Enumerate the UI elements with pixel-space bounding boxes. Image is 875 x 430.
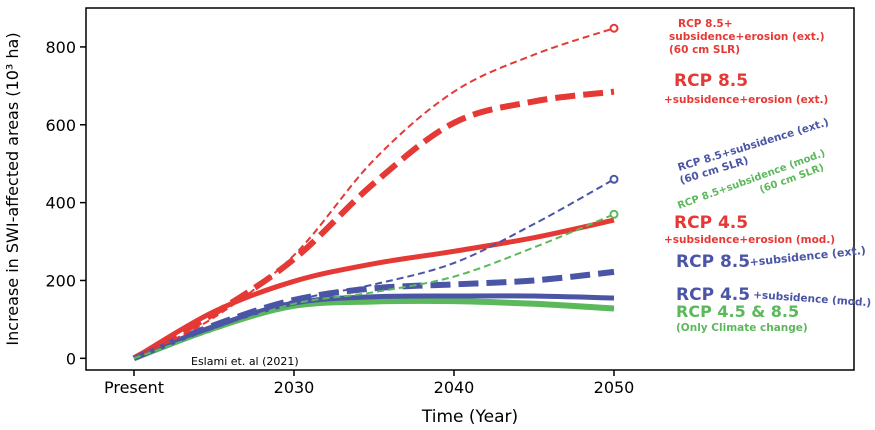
series-end-marker — [609, 23, 619, 33]
series-line-rcp45-sub — [133, 293, 615, 361]
label-line: RCP 4.5 — [676, 285, 750, 305]
y-tick-label: 400 — [45, 194, 76, 213]
source-annotation: Eslami et. al (2021) — [191, 355, 299, 368]
label-climate-only: RCP 4.5 & 8.5 (Only Climate change) — [676, 302, 808, 334]
series-end-marker — [609, 174, 619, 184]
x-axis-label: Time (Year) — [421, 407, 518, 427]
series-line-rcp85-sub-60cm — [133, 178, 615, 360]
label-line: +subsidence+erosion (mod.) — [664, 234, 835, 246]
label-rcp45-sub-ero: RCP 4.5 +subsidence+erosion (mod.) — [664, 213, 835, 246]
label-line: (60 cm SLR) — [669, 44, 740, 56]
label-line: RCP 8.5+ — [678, 18, 733, 30]
label-line: +subsidence+erosion (ext.) — [664, 94, 828, 106]
label-line: RCP 8.5 — [676, 252, 750, 272]
y-tick-label: 600 — [45, 116, 76, 135]
label-rcp85-sub-ero-60cm: RCP 8.5+ subsidence+erosion (ext.) (60 c… — [669, 18, 825, 56]
y-tick-label: 200 — [45, 271, 76, 290]
axes-layer: Present 2030 2040 2050 0 200 400 600 800 — [45, 38, 634, 397]
label-line: (Only Climate change) — [676, 322, 808, 334]
series-layer — [132, 23, 619, 362]
x-tick-label: 2030 — [274, 378, 315, 397]
label-rcp85-sub-ero: RCP 8.5 +subsidence+erosion (ext.) — [664, 71, 828, 106]
series-line-rcp45-sub-ero — [132, 217, 615, 361]
label-line: RCP 4.5 — [674, 213, 748, 233]
x-tick-label: 2040 — [434, 378, 475, 397]
label-line: RCP 4.5 & 8.5 — [676, 302, 799, 321]
y-axis-label: Increase in SWI-affected areas (10³ ha) — [3, 32, 22, 345]
series-end-marker — [609, 209, 619, 219]
x-tick-label: Present — [104, 378, 164, 397]
label-line: subsidence+erosion (ext.) — [669, 31, 825, 43]
y-tick-label: 800 — [45, 38, 76, 57]
y-tick-label: 0 — [66, 349, 76, 368]
label-line: RCP 8.5 — [674, 71, 748, 91]
series-line-rcp85-sub-ero-60cm — [133, 27, 615, 360]
plot-area — [85, 7, 855, 371]
x-tick-label: 2050 — [594, 378, 635, 397]
